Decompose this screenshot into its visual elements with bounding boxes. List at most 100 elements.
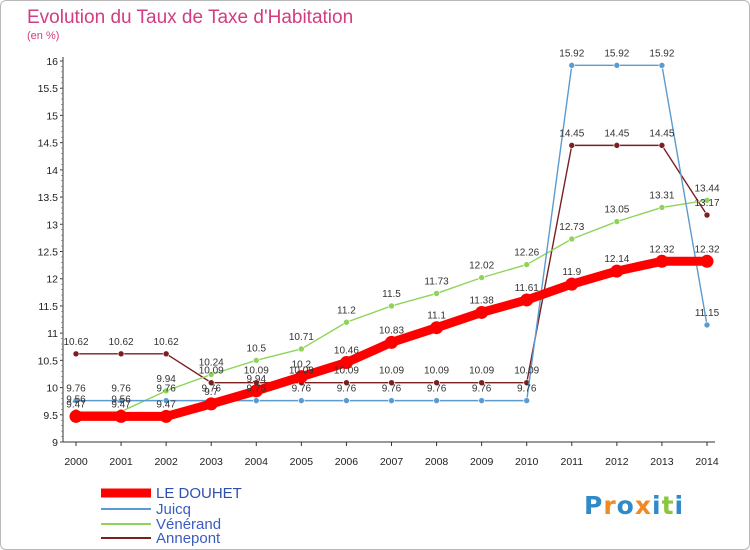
- annepont-point: [162, 350, 170, 358]
- le-douhet-data-label: 11.38: [469, 295, 494, 306]
- venerand-point: [658, 204, 666, 211]
- chart-unit: (en %): [27, 30, 60, 42]
- logo-letter: t: [661, 491, 675, 520]
- y-tick-label: 12: [46, 274, 58, 286]
- y-tick-label: 11.5: [38, 301, 58, 313]
- juicq-data-label: 9.76: [66, 384, 86, 395]
- logo-letter: r: [603, 491, 617, 520]
- juicq-data-label: 15.92: [649, 48, 674, 59]
- le-douhet-point: [159, 409, 173, 423]
- x-tick-label: 2005: [290, 456, 314, 468]
- juicq-data-label: 15.92: [559, 48, 584, 59]
- venerand-legend-label: Vénérand: [156, 516, 221, 533]
- y-tick-label: 15.5: [38, 83, 59, 95]
- annepont-data-label: 10.09: [289, 366, 314, 377]
- venerand-data-label: 11.5: [382, 289, 401, 300]
- logo-letter: P: [584, 491, 604, 520]
- annepont-point: [117, 350, 125, 358]
- le-douhet-point: [249, 384, 263, 398]
- juicq-point: [343, 397, 350, 404]
- venerand-data-label: 12.02: [469, 261, 494, 272]
- venerand-data-label: 9.56: [111, 395, 131, 406]
- x-tick-label: 2006: [335, 456, 359, 468]
- annepont-point: [658, 142, 666, 149]
- x-tick-label: 2009: [470, 456, 494, 468]
- juicq-data-label: 9.76: [247, 384, 267, 395]
- le-douhet-point: [114, 409, 128, 423]
- annepont-point: [568, 142, 576, 149]
- annepont-data-label: 10.09: [469, 366, 494, 377]
- annepont-point: [343, 379, 350, 386]
- venerand-data-label: 12.73: [559, 222, 584, 233]
- le-douhet-data-label: 10.83: [379, 325, 404, 336]
- le-douhet-data-label: 9.47: [111, 399, 131, 410]
- annepont-data-label: 10.09: [244, 366, 269, 377]
- le-douhet-point: [565, 277, 579, 291]
- annepont-data-label: 10.09: [424, 366, 449, 377]
- venerand-data-label: 9.56: [66, 395, 86, 406]
- y-tick-label: 14: [46, 165, 58, 177]
- venerand-point: [703, 197, 711, 204]
- juicq-point: [523, 397, 531, 404]
- annepont-data-label: 10.62: [63, 337, 88, 348]
- venerand-point: [298, 345, 305, 353]
- chart-title: Evolution du Taux de Taxe d'Habitation: [27, 7, 354, 28]
- annepont-point: [388, 379, 395, 386]
- annepont-data-label: 14.45: [604, 128, 629, 139]
- juicq-data-label: 9.76: [201, 384, 221, 395]
- le-douhet-point: [294, 370, 308, 384]
- x-tick-label: 2008: [425, 456, 449, 468]
- venerand-data-label: 13.44: [694, 183, 719, 194]
- juicq-point: [162, 397, 170, 404]
- le-douhet-data-label: 9.94: [247, 374, 267, 385]
- annepont-data-label: 10.62: [109, 337, 134, 348]
- annepont-point: [207, 379, 215, 386]
- venerand-point: [523, 261, 531, 268]
- le-douhet-point: [475, 305, 489, 319]
- le-douhet-point: [430, 321, 444, 335]
- venerand-point: [568, 235, 576, 243]
- venerand-data-label: 12.26: [514, 248, 539, 259]
- x-tick-label: 2001: [109, 456, 133, 468]
- le-douhet-data-label: 10.2: [292, 360, 312, 371]
- venerand-data-label: 10.71: [289, 332, 314, 343]
- y-tick-label: 13: [46, 219, 58, 231]
- venerand-data-label: 10.5: [247, 343, 267, 354]
- le-douhet-data-label: 12.14: [604, 254, 629, 265]
- x-tick-label: 2002: [154, 456, 178, 468]
- le-douhet-data-label: 10.46: [334, 346, 359, 357]
- le-douhet-point: [655, 254, 669, 268]
- proxiti-logo: Proxiti: [584, 491, 684, 520]
- annepont-data-label: 10.09: [379, 366, 404, 377]
- juicq-data-label: 9.76: [472, 384, 492, 395]
- le-douhet-data-label: 9.7: [204, 387, 218, 398]
- y-tick-label: 16: [46, 56, 58, 68]
- juicq-point: [117, 397, 125, 404]
- annepont-point: [478, 379, 485, 386]
- x-tick-label: 2007: [380, 456, 404, 468]
- juicq-point: [613, 62, 621, 69]
- le-douhet-point: [700, 254, 714, 268]
- venerand-point: [613, 218, 621, 225]
- x-tick-label: 2012: [605, 456, 629, 468]
- venerand-data-label: 13.31: [649, 190, 674, 201]
- juicq-point: [703, 321, 711, 329]
- juicq-data-label: 11.15: [695, 308, 720, 319]
- juicq-point: [388, 397, 395, 404]
- y-tick-label: 13.5: [38, 192, 59, 204]
- le-douhet-data-label: 9.47: [156, 399, 176, 410]
- annepont-data-label: 10.09: [514, 366, 539, 377]
- juicq-point: [658, 62, 666, 69]
- y-tick-label: 10: [46, 383, 58, 395]
- juicq-point: [252, 397, 260, 404]
- venerand-point: [478, 274, 485, 281]
- y-tick-label: 11: [47, 328, 58, 340]
- juicq-legend-label: Juicq: [156, 501, 191, 518]
- juicq-point: [478, 397, 485, 404]
- logo-letter: i: [652, 491, 662, 520]
- juicq-point: [298, 397, 305, 404]
- x-tick-label: 2010: [515, 456, 539, 468]
- juicq-data-label: 9.76: [517, 384, 537, 395]
- juicq-data-label: 9.76: [292, 384, 312, 395]
